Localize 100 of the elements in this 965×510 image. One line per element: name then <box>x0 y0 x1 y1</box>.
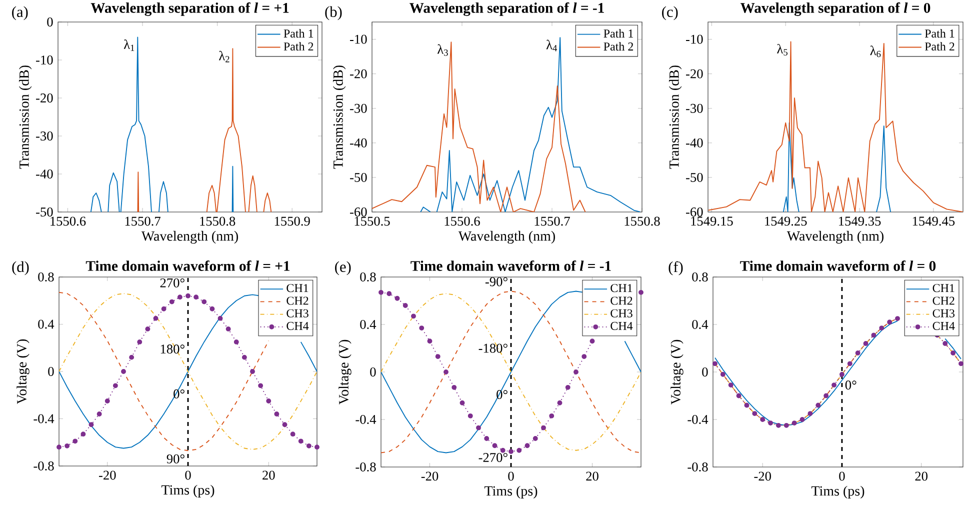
y-tick-label: -0.8 <box>34 461 54 471</box>
legend-label: CH3 <box>932 309 955 318</box>
point <box>435 354 440 360</box>
point <box>266 398 272 404</box>
y-tick-label: -30 <box>686 104 703 113</box>
y-tick-label: 0.4 <box>692 320 708 330</box>
x-axis-title: Tims (ps) <box>811 486 864 499</box>
point <box>524 443 530 448</box>
y-tick-label: -0.4 <box>688 414 708 424</box>
text: (a) <box>12 6 28 20</box>
point <box>476 425 481 430</box>
y-tick-label: 0 <box>702 367 708 376</box>
x-tick-label: 1549.15 <box>691 216 733 226</box>
point <box>194 294 199 300</box>
point <box>121 369 126 374</box>
point <box>56 444 62 450</box>
point <box>784 422 789 428</box>
x-axis-title: Wavelength (nm) <box>458 230 555 244</box>
x-tick-label: 0 <box>185 470 191 480</box>
y-tick-label: -30 <box>36 131 53 140</box>
y-tick-label: -0.8 <box>356 462 376 472</box>
x-tick-label: 1550.5 <box>354 216 390 226</box>
y-tick-label: 0 <box>370 367 376 376</box>
point <box>557 400 562 406</box>
point <box>137 339 142 344</box>
point <box>752 411 758 416</box>
y-axis-title: Voltage (V) <box>338 340 352 405</box>
point <box>565 384 570 390</box>
point <box>824 393 829 398</box>
point <box>80 432 86 437</box>
x-tick-label: 1550.7 <box>534 216 570 226</box>
y-tick-label: -10 <box>350 34 367 44</box>
annotation: λ$_{3}$ <box>437 44 448 56</box>
y-axis-title: Voltage (V) <box>670 340 684 405</box>
legend-label: Path 1 <box>924 29 954 38</box>
line-series <box>372 42 586 212</box>
x-tick-label: -20 <box>754 472 771 481</box>
point <box>161 306 166 312</box>
point <box>950 350 956 356</box>
point <box>816 402 821 408</box>
annotation: λ$_{4}$ <box>546 40 558 52</box>
y-axis-title: Transmission (dB) <box>669 66 682 169</box>
point <box>847 361 852 366</box>
y-tick-label: -20 <box>350 69 367 78</box>
point <box>887 320 892 325</box>
annotation: λ$_{2}$ <box>219 50 230 62</box>
point <box>768 420 774 426</box>
point <box>879 326 884 331</box>
y-tick-label: 0.4 <box>360 320 376 330</box>
annotation: -180° <box>478 344 508 353</box>
point <box>226 326 231 332</box>
x-tick-label: 1549.25 <box>765 216 807 226</box>
y-tick-label: 0 <box>47 18 53 26</box>
annotation: 90° <box>166 454 184 464</box>
annotation: λ$_{1}$ <box>124 39 134 51</box>
point <box>832 382 836 388</box>
point <box>386 291 392 296</box>
point <box>760 417 766 422</box>
point <box>153 316 158 321</box>
text: (e) <box>335 261 351 276</box>
legend-label: CH2 <box>286 296 308 305</box>
legend-label: Path 2 <box>284 42 314 51</box>
y-tick-label: -50 <box>36 207 53 216</box>
legend-label: CH4 <box>610 322 633 330</box>
point <box>419 326 424 331</box>
x-tick-label: 1550.6 <box>444 216 480 226</box>
chart-title: Wavelength separation of l = -1 <box>410 2 604 16</box>
y-tick-label: -40 <box>36 169 53 178</box>
point <box>282 422 288 428</box>
point <box>549 413 554 418</box>
point <box>800 417 805 422</box>
annotation: 180° <box>160 344 184 354</box>
y-tick-label: 0.8 <box>692 272 708 282</box>
point <box>169 299 174 304</box>
point <box>720 372 726 377</box>
point <box>808 411 813 416</box>
point <box>712 361 718 366</box>
y-tick-label: -50 <box>686 172 703 182</box>
annotation: -270° <box>478 452 508 462</box>
chart-title: Time domain waveform of l = 0 <box>740 260 936 271</box>
x-tick-label: 0 <box>508 472 514 481</box>
point <box>402 303 408 308</box>
point <box>942 341 948 346</box>
point <box>258 383 264 388</box>
point <box>250 369 255 374</box>
annotation: 270° <box>160 278 184 288</box>
point <box>468 413 473 418</box>
legend-label: CH3 <box>286 309 308 318</box>
point <box>460 400 465 406</box>
text: (d) <box>12 261 29 276</box>
point <box>871 332 876 338</box>
legend-label: CH1 <box>932 284 954 292</box>
point <box>72 438 78 444</box>
x-tick-label: 1549.45 <box>912 216 955 226</box>
x-tick-label: 20 <box>262 470 275 480</box>
point <box>177 294 182 300</box>
x-tick-label: 20 <box>586 472 598 481</box>
point <box>202 299 207 304</box>
point <box>728 382 734 388</box>
x-tick-label: -20 <box>99 470 116 480</box>
